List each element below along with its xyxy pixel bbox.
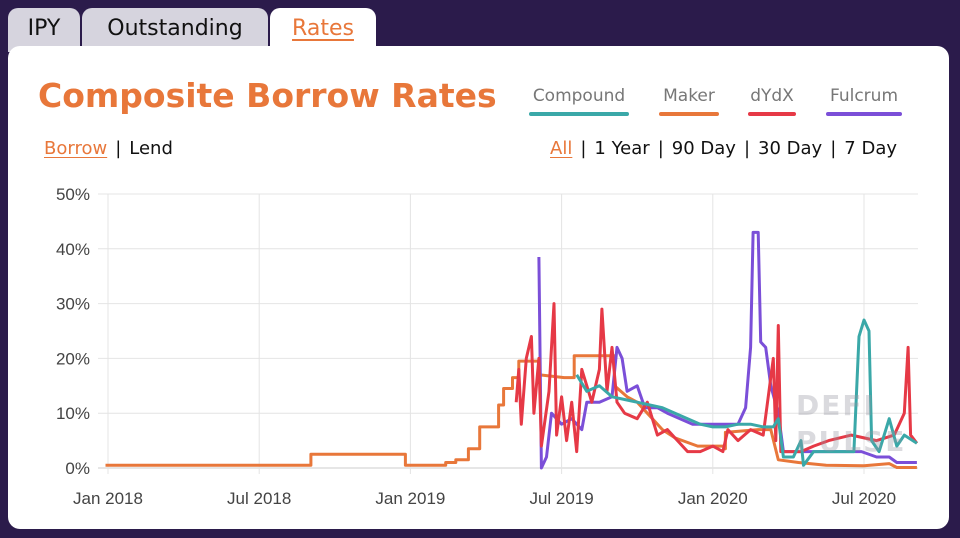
x-tick-label: Jan 2019 [375, 489, 445, 508]
range-selector: All | 1 Year | 90 Day | 30 Day | 7 Day [550, 138, 897, 159]
legend-swatch [529, 112, 629, 116]
chart-title: Composite Borrow Rates [38, 76, 497, 115]
range-1-year[interactable]: 1 Year [594, 138, 650, 159]
legend-label: Maker [663, 86, 715, 106]
range-all[interactable]: All [550, 138, 573, 159]
series-line-dydx [514, 302, 919, 454]
separator: | [115, 138, 122, 159]
legend-label: Fulcrum [829, 86, 899, 106]
separator: | [830, 138, 837, 159]
y-tick-label: 0% [65, 459, 90, 478]
range-7-day[interactable]: 7 Day [844, 138, 897, 159]
separator: | [580, 138, 587, 159]
x-tick-label: Jan 2018 [73, 489, 143, 508]
legend-label: dYdX [750, 86, 794, 106]
legend-swatch [748, 112, 796, 116]
y-tick-label: 10% [56, 404, 90, 423]
series-line-compound [575, 318, 918, 467]
x-tick-label: Jul 2019 [529, 489, 593, 508]
watermark: DEFI PULSE [796, 389, 907, 458]
tab-outstanding[interactable]: Outstanding [82, 8, 268, 52]
tab-ipy[interactable]: IPY [8, 8, 80, 52]
y-tick-label: 20% [56, 349, 90, 368]
x-tick-label: Jul 2020 [832, 489, 896, 508]
lend-link[interactable]: Lend [129, 138, 173, 159]
legend-swatch [826, 112, 902, 116]
borrow-lend-toggle: Borrow | Lend [44, 138, 173, 159]
tab-rates[interactable]: Rates [270, 8, 376, 52]
y-tick-label: 30% [56, 295, 90, 314]
legend-compound[interactable]: Compound [529, 86, 629, 116]
legend-swatch [659, 112, 719, 116]
x-tick-label: Jan 2020 [678, 489, 748, 508]
separator: | [657, 138, 664, 159]
borrow-link[interactable]: Borrow [44, 138, 108, 159]
legend-dydx[interactable]: dYdX [748, 86, 796, 116]
legend-maker[interactable]: Maker [659, 86, 719, 116]
legend-fulcrum[interactable]: Fulcrum [826, 86, 902, 116]
range-30-day[interactable]: 30 Day [758, 138, 823, 159]
separator: | [743, 138, 751, 159]
range-90-day[interactable]: 90 Day [671, 138, 736, 159]
y-tick-label: 50% [56, 185, 90, 204]
legend-label: Compound [532, 86, 626, 106]
y-tick-label: 40% [56, 240, 90, 259]
x-tick-label: Jul 2018 [227, 489, 291, 508]
